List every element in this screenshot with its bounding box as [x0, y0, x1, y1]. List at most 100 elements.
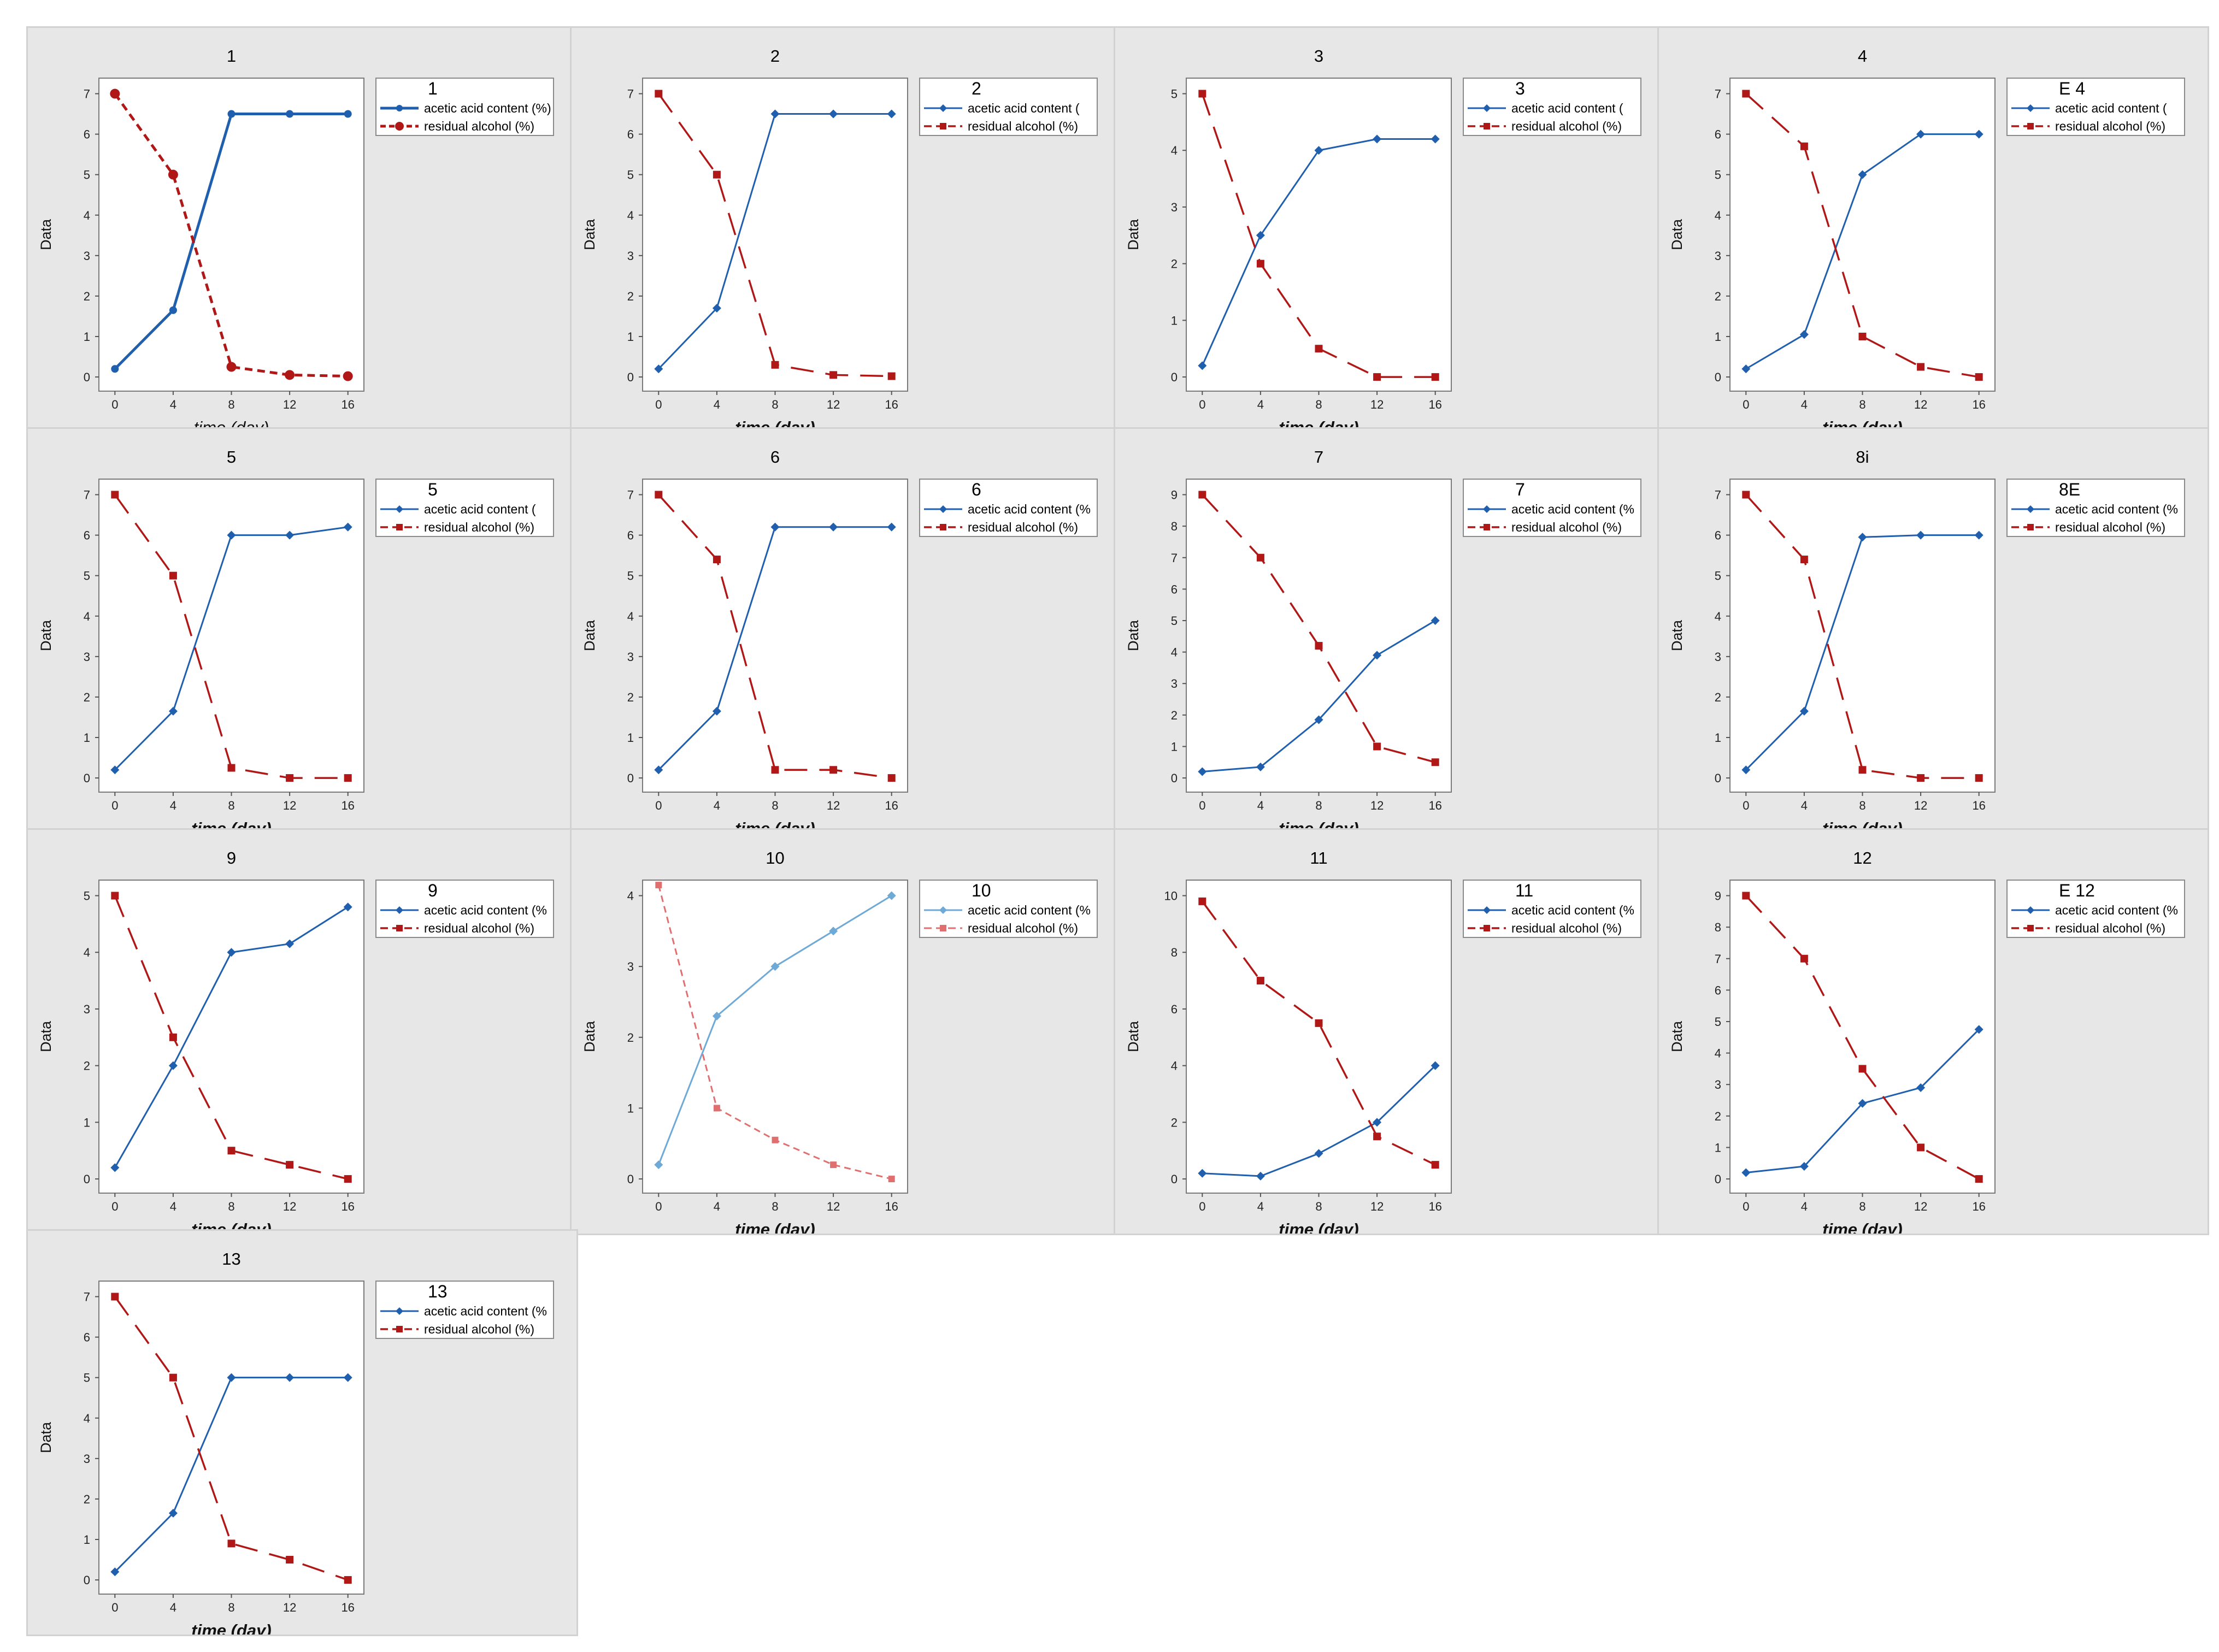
y-tick-label: 7 [84, 1290, 90, 1304]
y-tick-label: 3 [84, 249, 90, 263]
legend: 9 acetic acid content (% residual alcohol … [375, 880, 554, 938]
acetic-acid-point [770, 962, 780, 971]
legend-acid-label: acetic acid content (% [1511, 903, 1634, 917]
residual-alcohol-line [1745, 93, 1979, 378]
y-tick-label: 0 [84, 771, 90, 785]
residual-alcohol-point [110, 88, 120, 99]
y-tick-label: 0 [1171, 370, 1178, 384]
chart-panel-7: 7 0 1 2 3 4 5 6 7 8 9 0 4 8 12 16 Data time (day) 7 acetic … [1114, 427, 1665, 834]
y-tick-label: 4 [1715, 610, 1721, 623]
residual-alcohol-point [1858, 332, 1867, 340]
chart-svg: 11 0 2 4 6 8 10 0 4 8 12 16 Data time (day) 11 acetic a… [1125, 848, 1641, 1234]
y-tick-label: 5 [1715, 569, 1721, 583]
residual-alcohol-point [111, 892, 119, 900]
chart-panel-8: 8i 0 1 2 3 4 5 6 7 0 4 8 12 16 Data time (day) 8E acetic … [1657, 427, 2209, 834]
chart-title: 4 [1858, 46, 1867, 66]
y-tick-label: 3 [84, 1002, 90, 1016]
y-axis-label: Data [1669, 1020, 1685, 1052]
legend-acid-marker [2027, 505, 2034, 513]
y-tick-label: 7 [84, 87, 90, 101]
legend-alcohol-label: residual alcohol (%) [1511, 921, 1622, 935]
y-tick-label: 4 [1171, 144, 1178, 157]
acetic-acid-series [110, 522, 352, 775]
x-tick-label: 0 [111, 398, 118, 411]
y-tick-label: 5 [84, 889, 90, 903]
acetic-acid-point [1198, 1169, 1207, 1178]
acetic-acid-series [654, 522, 896, 775]
chart-panel-5: 5 0 1 2 3 4 5 6 7 0 4 8 12 16 Data time (day) 5 acetic ac… [26, 427, 578, 834]
legend-alcohol-marker [395, 122, 404, 131]
x-tick-label: 0 [1199, 799, 1205, 812]
acetic-acid-point [110, 1163, 120, 1172]
x-tick-label: 4 [1257, 398, 1264, 411]
x-axis-label: time (day) [735, 1220, 815, 1235]
acetic-acid-point [1858, 1099, 1867, 1108]
acetic-acid-point [1373, 651, 1382, 660]
y-tick-label: 1 [1715, 731, 1721, 745]
x-tick-label: 8 [772, 1200, 778, 1213]
y-tick-label: 5 [627, 569, 634, 583]
chart-title: 11 [1310, 848, 1327, 868]
y-tick-label: 6 [1715, 983, 1721, 997]
residual-alcohol-point [655, 491, 663, 499]
legend-acid-label: acetic acid content ( [1511, 101, 1623, 115]
x-tick-label: 4 [170, 398, 176, 411]
residual-alcohol-point [887, 372, 896, 380]
chart-panel-11: 11 0 2 4 6 8 10 0 4 8 12 16 Data time (day) 11 acetic a… [1114, 828, 1665, 1235]
plot-area [1729, 880, 1996, 1194]
y-tick-label: 3 [627, 650, 634, 664]
acetic-acid-point [1858, 533, 1867, 542]
x-tick-label: 0 [655, 799, 662, 812]
x-tick-label: 12 [1914, 398, 1927, 411]
residual-alcohol-point [111, 1293, 119, 1301]
y-tick-label: 7 [1715, 87, 1721, 101]
x-tick-label: 0 [1743, 398, 1749, 411]
legend-alcohol-marker [396, 925, 403, 931]
x-tick-label: 8 [228, 398, 234, 411]
acetic-acid-point [168, 1508, 178, 1518]
residual-alcohol-point [1917, 363, 1925, 371]
residual-alcohol-series [655, 90, 896, 380]
y-axis-label: Data [1125, 219, 1141, 250]
acetic-acid-point [169, 306, 177, 314]
acetic-acid-point [1256, 1171, 1265, 1181]
x-tick-label: 8 [228, 799, 234, 812]
y-tick-label: 8 [1171, 520, 1178, 533]
legend-alcohol-label: residual alcohol (%) [1511, 520, 1622, 534]
legend-acid-marker [396, 906, 403, 914]
residual-alcohol-point [343, 371, 353, 381]
legend-alcohol-label: residual alcohol (%) [2055, 520, 2165, 534]
legend-acid-marker [2027, 906, 2034, 914]
y-tick-label: 6 [84, 1331, 90, 1344]
legend: 3 acetic acid content (residual alcohol (… [1463, 78, 1641, 136]
y-tick-label: 4 [84, 209, 90, 222]
acetic-acid-point [712, 1011, 721, 1020]
residual-alcohol-point [713, 1105, 720, 1112]
acetic-acid-point [1256, 231, 1265, 240]
x-tick-label: 8 [1859, 398, 1865, 411]
legend-alcohol-label: residual alcohol (%) [424, 921, 534, 935]
legend-title: 11 [1515, 881, 1533, 900]
y-tick-label: 0 [84, 370, 90, 384]
residual-alcohol-point [887, 774, 896, 782]
y-tick-label: 9 [1171, 488, 1178, 502]
acetic-acid-point [227, 948, 236, 957]
y-tick-label: 0 [627, 1172, 634, 1186]
x-tick-label: 12 [1370, 799, 1384, 812]
x-tick-label: 4 [170, 799, 176, 812]
y-tick-label: 2 [627, 290, 634, 303]
y-tick-label: 3 [84, 1452, 90, 1466]
y-tick-label: 3 [1715, 650, 1721, 664]
chart-title: 9 [227, 848, 236, 868]
y-tick-label: 7 [627, 87, 634, 101]
residual-alcohol-point [227, 1147, 236, 1155]
residual-alcohol-line [114, 1296, 349, 1581]
residual-alcohol-series [1198, 897, 1439, 1169]
y-tick-label: 7 [1715, 488, 1721, 502]
x-tick-label: 12 [827, 398, 840, 411]
chart-panel-13: 13 0 1 2 3 4 5 6 7 0 4 8 12 16 Data time (day) 13 acetic … [26, 1229, 578, 1636]
residual-alcohol-point [1373, 373, 1381, 381]
residual-alcohol-point [1858, 766, 1867, 774]
